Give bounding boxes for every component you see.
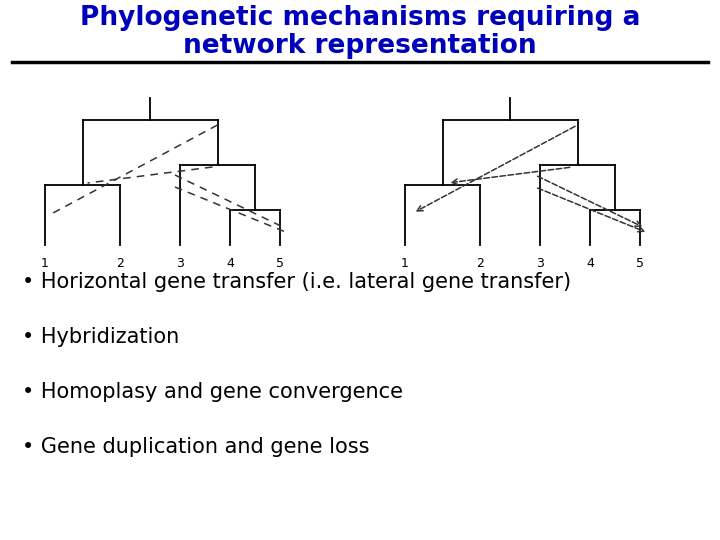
Text: 2: 2 (476, 257, 484, 270)
Text: • Hybridization: • Hybridization (22, 327, 179, 347)
Text: 5: 5 (276, 257, 284, 270)
Text: 4: 4 (226, 257, 234, 270)
Text: • Homoplasy and gene convergence: • Homoplasy and gene convergence (22, 382, 403, 402)
Text: network representation: network representation (183, 33, 537, 59)
Text: 5: 5 (636, 257, 644, 270)
Text: • Horizontal gene transfer (i.e. lateral gene transfer): • Horizontal gene transfer (i.e. lateral… (22, 272, 571, 292)
Text: Phylogenetic mechanisms requiring a: Phylogenetic mechanisms requiring a (80, 5, 640, 31)
Text: 1: 1 (41, 257, 49, 270)
Text: 1: 1 (401, 257, 409, 270)
Text: 3: 3 (536, 257, 544, 270)
Text: 2: 2 (116, 257, 124, 270)
Text: 3: 3 (176, 257, 184, 270)
Text: 4: 4 (586, 257, 594, 270)
Text: • Gene duplication and gene loss: • Gene duplication and gene loss (22, 437, 369, 457)
